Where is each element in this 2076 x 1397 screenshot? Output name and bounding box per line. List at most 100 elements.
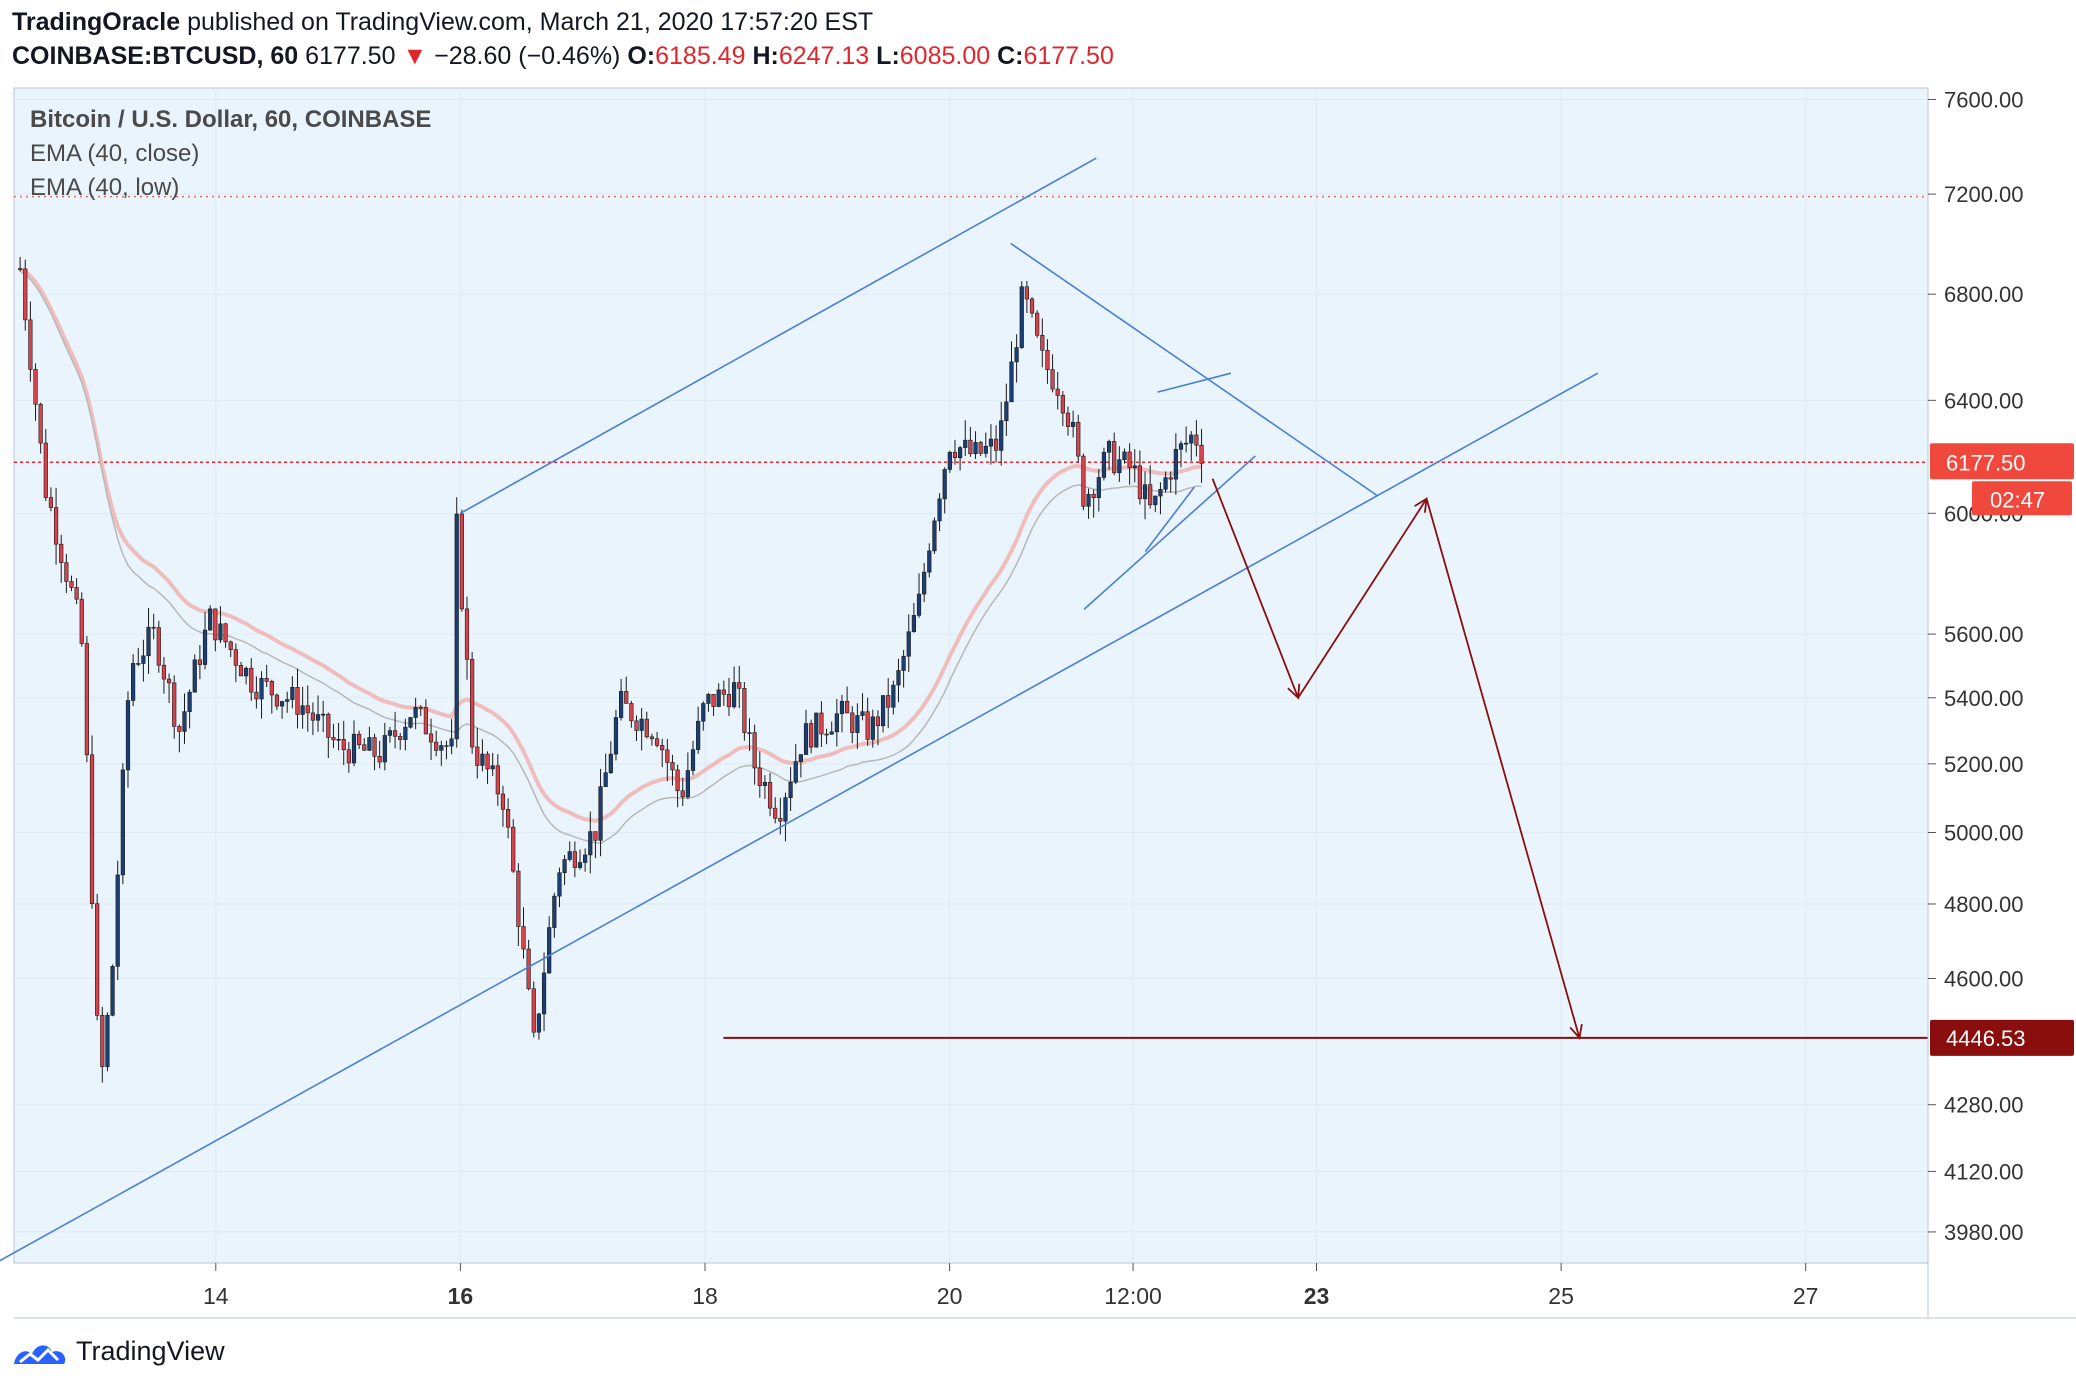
candle <box>1060 395 1065 414</box>
candle <box>896 670 901 686</box>
candle <box>69 581 74 588</box>
candle <box>721 689 726 695</box>
candle <box>367 737 372 751</box>
candle <box>290 687 295 700</box>
candle <box>1055 388 1060 396</box>
candle <box>238 665 244 677</box>
candle <box>973 442 978 455</box>
candle <box>105 1014 110 1067</box>
candle <box>434 741 439 751</box>
candle <box>952 451 958 459</box>
candle <box>583 854 588 863</box>
candle <box>449 738 454 747</box>
candle <box>336 738 341 741</box>
legend-ema-low[interactable]: EMA (40, low) <box>30 174 180 201</box>
candle <box>110 966 115 1016</box>
candle <box>850 712 855 733</box>
candle <box>660 745 665 751</box>
candle <box>1081 455 1086 507</box>
x-tick-label: 18 <box>692 1283 718 1309</box>
candle <box>351 733 357 764</box>
candle <box>536 1013 542 1033</box>
candle <box>1112 441 1117 474</box>
candle <box>33 369 38 405</box>
candle <box>814 712 819 748</box>
candle <box>1040 334 1045 351</box>
trend-line <box>0 372 1599 1262</box>
candle <box>269 681 274 696</box>
candle <box>906 631 911 657</box>
candle <box>1158 489 1163 497</box>
candle <box>223 623 228 643</box>
candle <box>654 738 660 746</box>
candle <box>1101 451 1107 478</box>
candle <box>177 726 182 732</box>
candle <box>916 593 922 616</box>
candle <box>470 659 475 748</box>
candle <box>639 718 644 731</box>
candle <box>845 700 850 714</box>
y-axis-panel <box>1928 88 2076 1263</box>
projection-segment <box>1425 498 1581 1039</box>
publish-info: TradingOracle published on TradingView.c… <box>12 8 873 37</box>
candle <box>1194 434 1199 446</box>
candle <box>665 749 670 763</box>
candle <box>860 711 865 716</box>
candle <box>983 445 988 454</box>
ohlc-bar: COINBASE:BTCUSD, 60 6177.50 ▼ −28.60 (−0… <box>12 42 1114 71</box>
candle <box>732 682 737 708</box>
legend-ema-close[interactable]: EMA (40, close) <box>30 140 200 167</box>
candle <box>911 615 916 633</box>
y-tick-label: 7600.00 <box>1944 87 2024 112</box>
candle <box>357 733 362 746</box>
candle <box>963 439 968 448</box>
y-tick-label: 4120.00 <box>1944 1159 2024 1184</box>
candle <box>875 716 881 727</box>
candle <box>603 772 608 787</box>
candle <box>464 608 470 660</box>
candle <box>403 726 408 740</box>
candle <box>428 733 434 743</box>
candle <box>23 268 28 321</box>
candle <box>613 717 619 755</box>
candle <box>958 447 963 459</box>
candle <box>1173 449 1178 480</box>
candle <box>809 723 814 748</box>
candle <box>865 711 870 740</box>
open-label: O: <box>627 42 656 70</box>
candle <box>557 872 562 897</box>
legend-title[interactable]: Bitcoin / U.S. Dollar, 60, COINBASE <box>30 106 432 133</box>
candle <box>706 694 711 704</box>
candle <box>38 403 43 444</box>
candle <box>192 659 197 693</box>
candle <box>279 701 285 707</box>
candle <box>346 749 351 764</box>
candle <box>131 663 136 701</box>
candle <box>495 765 500 795</box>
candle <box>300 705 305 715</box>
candle <box>675 769 680 792</box>
candle <box>978 442 983 454</box>
high-label: H: <box>752 42 779 70</box>
open-value: 6185.49 <box>655 42 746 70</box>
y-tick-label: 6400.00 <box>1944 388 2024 413</box>
candle <box>341 738 346 751</box>
y-tick-label: 5200.00 <box>1944 752 2024 777</box>
candle <box>274 694 280 707</box>
candle <box>1127 451 1132 469</box>
x-tick-label: 16 <box>448 1283 474 1309</box>
candle <box>321 713 326 716</box>
author-name[interactable]: TradingOracle <box>12 8 181 36</box>
candle <box>644 718 649 738</box>
candle <box>1009 361 1014 403</box>
candle <box>773 807 778 819</box>
footer-brand[interactable]: TradingView <box>76 1335 225 1366</box>
x-tick-label: 14 <box>203 1283 229 1309</box>
candle <box>439 745 444 751</box>
candle <box>444 745 449 747</box>
candle <box>1091 493 1096 498</box>
candle <box>762 782 768 786</box>
candle <box>798 754 803 762</box>
